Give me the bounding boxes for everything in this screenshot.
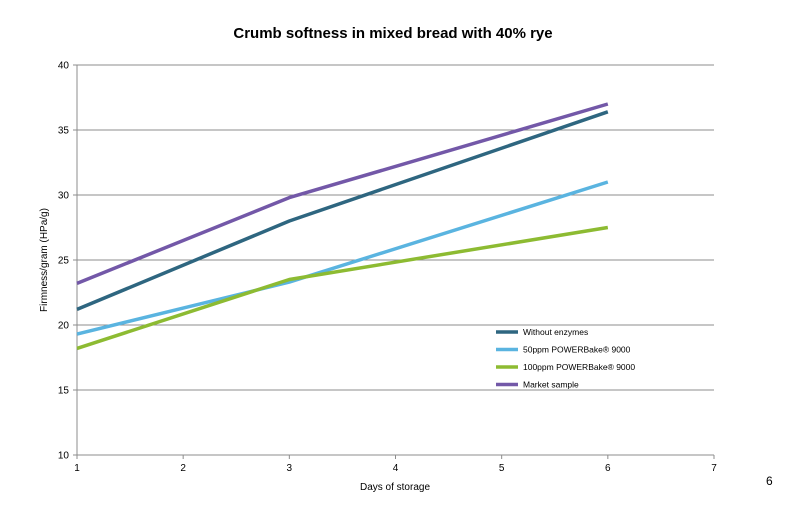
x-tick-label: 2: [180, 463, 186, 474]
x-axis-label: Days of storage: [360, 482, 430, 493]
legend: Without enzymes 50ppm POWERBake® 9000 100p…: [496, 327, 635, 390]
legend-label: 100ppm POWERBake® 9000: [523, 362, 635, 372]
series-line-2: [76, 180, 609, 336]
y-axis-label: Firmness/gram (HPa/g): [39, 208, 50, 312]
chart-title: Crumb softness in mixed bread with 40% r…: [233, 25, 552, 42]
legend-label: Without enzymes: [523, 327, 588, 337]
y-tick-label: 25: [58, 256, 70, 267]
y-tick-label: 20: [58, 321, 70, 332]
x-tick-label: 6: [605, 463, 611, 474]
x-tick-label: 4: [393, 463, 399, 474]
x-tick-label: 1: [74, 463, 80, 474]
grid-lines: [77, 64, 714, 456]
y-tick-label: 15: [58, 386, 70, 397]
series-lines: [76, 102, 609, 351]
y-tick-label: 10: [58, 451, 70, 462]
series-line-1: [76, 110, 609, 312]
axes: [73, 64, 715, 459]
x-tick-label: 3: [287, 463, 293, 474]
tick-labels: 10 15 20 25 30 35 40 1 2 3 4 5 6 7: [58, 61, 717, 475]
legend-label: 50ppm POWERBake® 9000: [523, 345, 631, 355]
series-line-3: [76, 225, 609, 351]
x-tick-label: 7: [711, 463, 717, 474]
page-number: 6: [766, 474, 773, 488]
series-line-4: [76, 102, 609, 286]
y-tick-label: 35: [58, 126, 70, 137]
y-tick-label: 30: [58, 191, 70, 202]
y-tick-label: 40: [58, 61, 70, 72]
x-tick-label: 5: [499, 463, 505, 474]
legend-label: Market sample: [523, 380, 579, 390]
